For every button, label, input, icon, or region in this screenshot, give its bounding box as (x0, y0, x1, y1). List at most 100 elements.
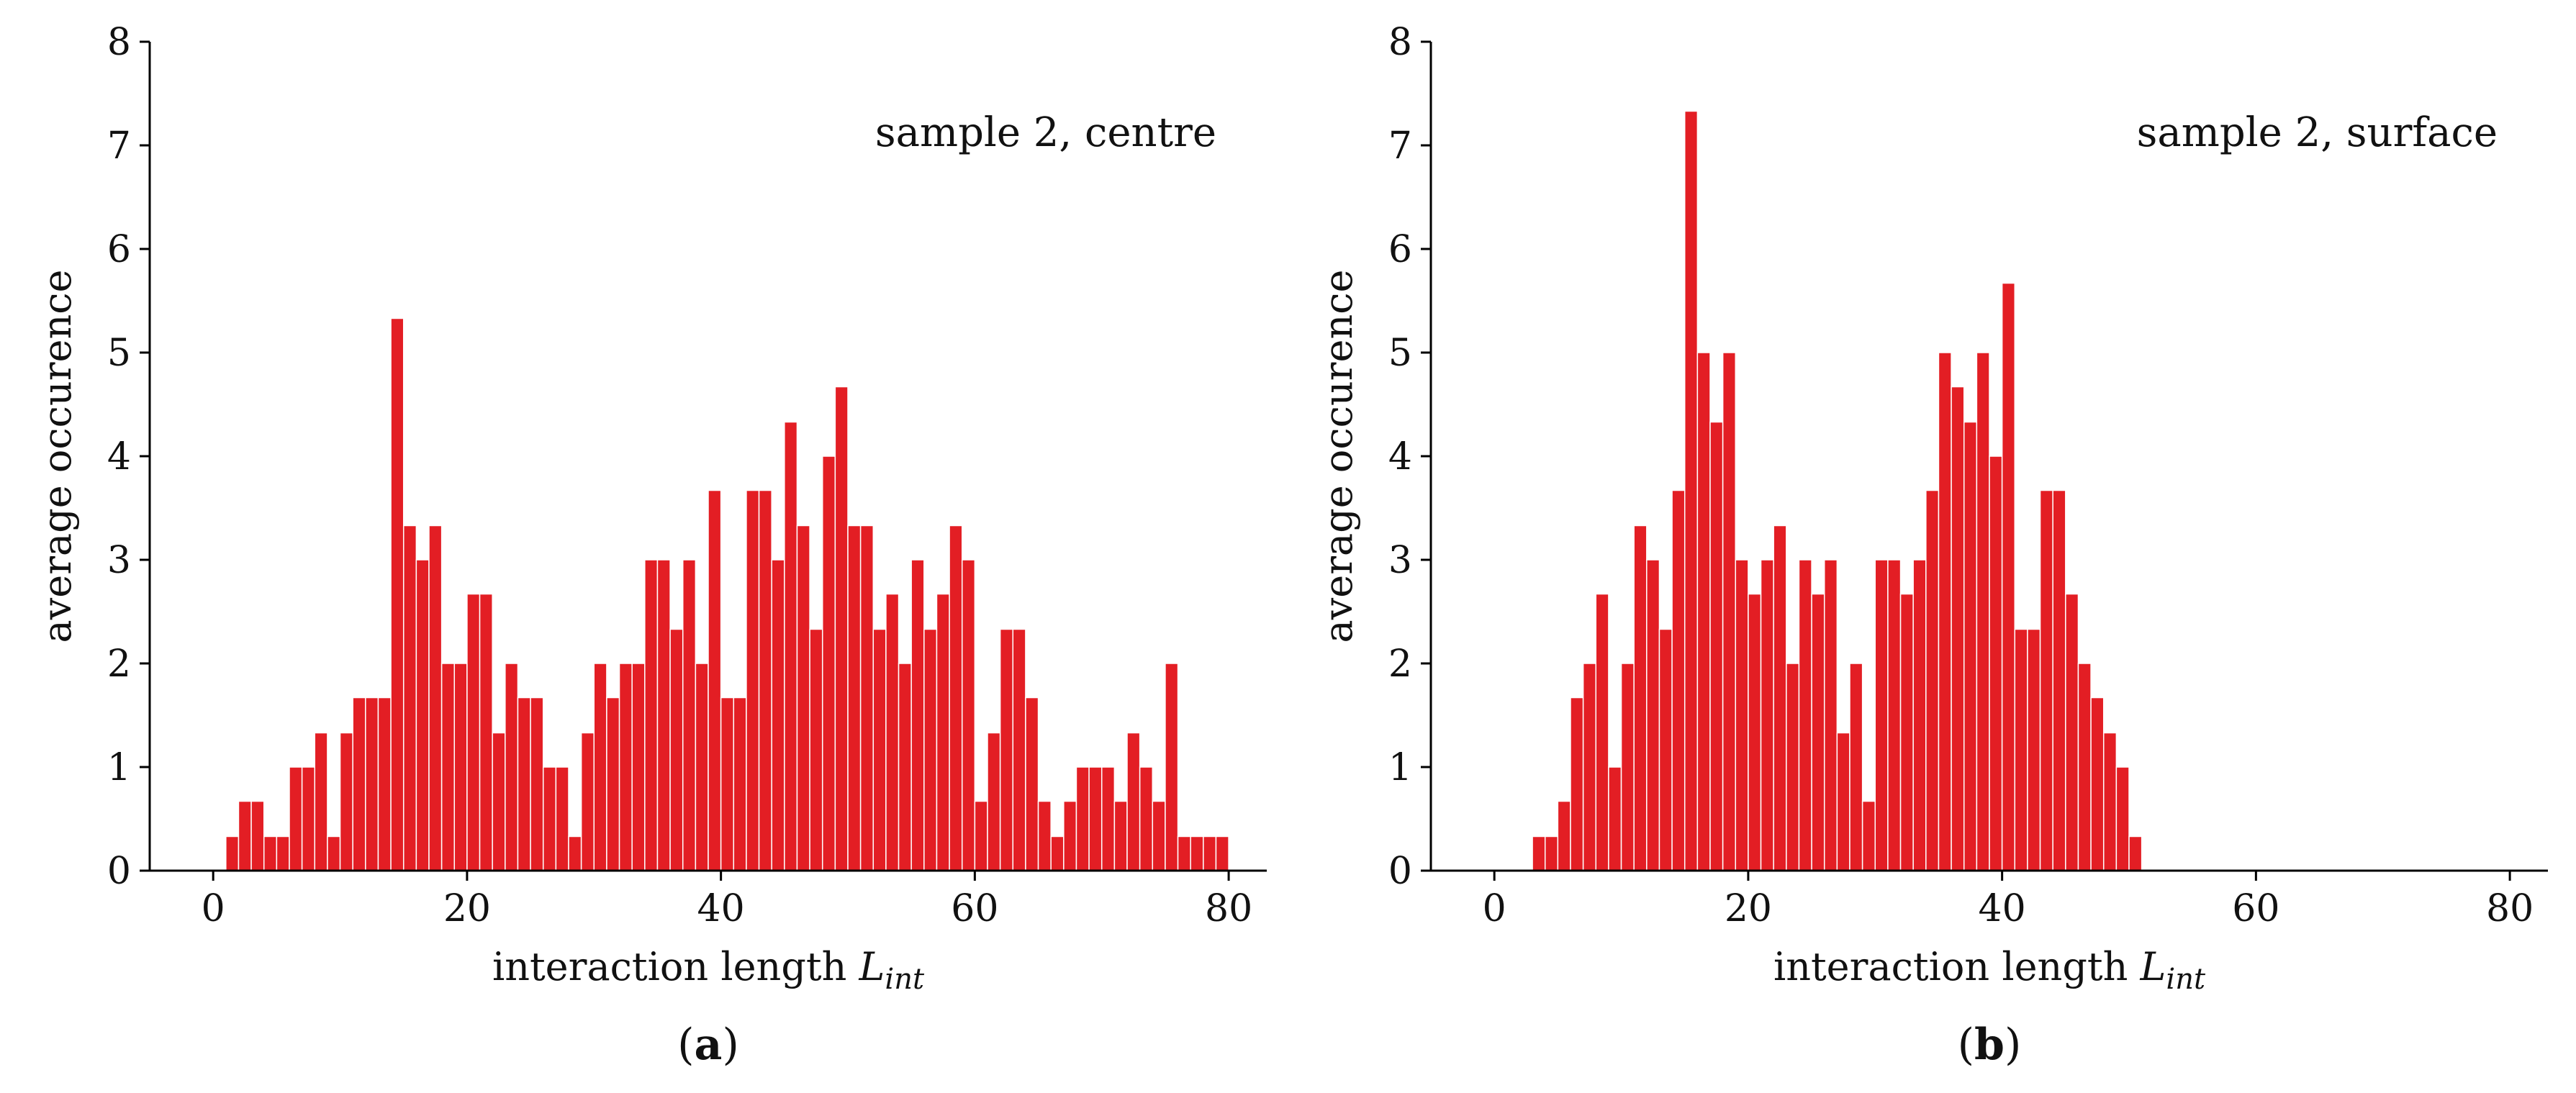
bar (606, 697, 620, 871)
bar (1152, 800, 1166, 871)
x-tick-label: 20 (443, 887, 491, 930)
bar (1899, 593, 1914, 871)
bar (365, 697, 379, 871)
bar (949, 525, 963, 871)
bar (859, 525, 875, 871)
x-tick-label: 0 (202, 887, 225, 930)
bar (453, 663, 468, 871)
y-tick-label: 6 (107, 228, 131, 271)
bar (987, 732, 1001, 871)
bar (276, 835, 290, 871)
bar (1557, 800, 1571, 871)
bar (1633, 525, 1648, 871)
bar (1684, 110, 1699, 871)
bar (402, 525, 417, 871)
bar (936, 593, 950, 871)
bar (746, 489, 760, 871)
bar (250, 800, 265, 871)
y-tick-label: 4 (1388, 435, 1412, 479)
y-tick-label: 8 (107, 21, 131, 64)
bar (2001, 282, 2016, 871)
bar (1658, 628, 1673, 871)
bar (1861, 800, 1876, 871)
bar (974, 800, 988, 871)
bar (847, 525, 862, 871)
bar (314, 732, 328, 871)
bar (1646, 559, 1660, 871)
bar (1608, 766, 1622, 871)
bar (263, 835, 278, 871)
bar (225, 835, 240, 871)
bar (542, 766, 557, 871)
bar (1823, 559, 1838, 871)
x-tick-label: 60 (951, 887, 998, 930)
bar (796, 525, 810, 871)
x-tick-label: 80 (2486, 887, 2534, 930)
bar (580, 732, 595, 871)
panel-annotation: sample 2, surface (2137, 109, 2498, 156)
y-tick-label: 7 (1388, 124, 1412, 168)
bar (1113, 800, 1128, 871)
bar (2077, 663, 2092, 871)
bar (1963, 421, 1978, 871)
bar (1088, 766, 1103, 871)
bar (1671, 489, 1686, 871)
bar (1938, 352, 1952, 871)
bar (2014, 628, 2028, 871)
bar (669, 628, 684, 871)
bar (1037, 800, 1052, 871)
y-tick-label: 1 (107, 746, 131, 789)
bar (708, 489, 722, 871)
bar (1874, 559, 1889, 871)
y-tick-label: 3 (1388, 539, 1412, 582)
y-tick-label: 4 (107, 435, 131, 479)
x-tick-label: 0 (1483, 887, 1506, 930)
bar (631, 663, 646, 871)
bar (1748, 593, 1762, 871)
y-tick-label: 0 (1388, 850, 1412, 893)
bar (505, 663, 519, 871)
bar (238, 800, 252, 871)
y-axis-title: average occurence (1316, 270, 1361, 643)
bar (1126, 732, 1141, 871)
bar (1709, 421, 1724, 871)
bar (289, 766, 303, 871)
bar (568, 835, 582, 871)
bar (1735, 559, 1749, 871)
x-axis-title: interaction length Lint (1773, 944, 2206, 996)
y-axis-title: average occurence (35, 270, 80, 643)
bar (1887, 559, 1902, 871)
panel-annotation: sample 2, centre (875, 109, 1216, 156)
bar (1203, 835, 1217, 871)
bar (961, 559, 976, 871)
bar (1786, 663, 1800, 871)
bar (771, 559, 785, 871)
bar (1190, 835, 1204, 871)
bar (1760, 559, 1774, 871)
bar (555, 766, 569, 871)
bar (352, 697, 366, 871)
bar (910, 559, 925, 871)
bar (682, 559, 697, 871)
bar (1976, 352, 1990, 871)
bar (2128, 835, 2143, 871)
bar (339, 732, 353, 871)
bar (1215, 835, 1229, 871)
bar (327, 835, 341, 871)
y-tick-label: 8 (1388, 21, 1412, 64)
bar (428, 525, 443, 871)
bar (440, 663, 456, 871)
bar (2039, 489, 2053, 871)
bar (1773, 525, 1787, 871)
bar (301, 766, 316, 871)
bar (821, 455, 836, 871)
y-tick-label: 5 (1388, 332, 1412, 375)
bar (1849, 663, 1863, 871)
x-tick-label: 40 (1979, 887, 2026, 930)
bar (466, 593, 481, 871)
bar (530, 697, 544, 871)
bar (593, 663, 607, 871)
